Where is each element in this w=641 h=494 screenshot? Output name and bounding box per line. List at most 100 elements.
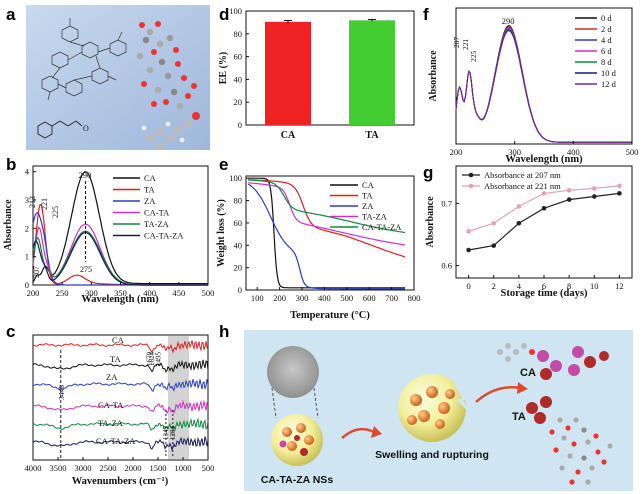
plot-g-xtick-label: 0: [466, 281, 470, 291]
plot-g-xtick-label: 6: [542, 281, 546, 291]
plot-b-legend-label: ZA: [144, 196, 156, 206]
plot-g-ytick-label: 0.7: [441, 198, 452, 208]
plot-e-legend-label: CA-TA-ZA: [362, 222, 402, 232]
plot-d-ytick-label: 100: [229, 6, 242, 16]
plot-e-xlabel: Temperature (°C): [290, 310, 370, 321]
plot-c-xtick-label: 3500: [50, 463, 67, 473]
plot-g-point: [566, 187, 572, 193]
plot-g-xlabel: Storage time (days): [501, 288, 588, 299]
plot-e-xtick-label: 800: [408, 293, 421, 303]
sem-nanosphere-image: [267, 346, 319, 398]
plot-c-series-label: CA: [112, 335, 125, 345]
plot-g-xtick-label: 4: [517, 281, 522, 291]
plot-e-legend-label: CA: [362, 180, 375, 190]
released-tannic-acid-model: [549, 417, 613, 485]
plot-e-xtick-label: 700: [385, 293, 398, 303]
plot-g-point: [516, 204, 522, 209]
arrow-release: [475, 386, 521, 403]
plot-e-xtick-label: 600: [363, 293, 376, 303]
plot-c-spectrum-ta-za: [32, 417, 209, 432]
plot-b-annotation-225: 225: [51, 206, 60, 218]
plot-g-xtick-label: 2: [492, 281, 496, 291]
plot-c-series-label: ZA: [106, 372, 118, 382]
plot-f-legend-label: 0 d: [601, 13, 612, 23]
plot-b-annotation-221: 221: [40, 198, 49, 210]
plot-e-curve-za: [247, 183, 405, 290]
plot-e-curve-ta: [248, 179, 406, 258]
swollen-nanosphere: [398, 374, 466, 442]
panel-label-a: a: [6, 5, 16, 24]
plot-g-point: [516, 220, 522, 226]
plot-b-legend-label: CA: [144, 173, 157, 183]
plot-b-ylabel: Absorbance: [3, 199, 14, 251]
plot-d-ytick-label: 40: [234, 74, 243, 84]
plot-e-xtick-label: 500: [340, 293, 353, 303]
plot-b-xtick-label: 500: [202, 288, 215, 298]
panel-label-h: h: [219, 322, 229, 341]
plot-g-point: [491, 220, 497, 226]
plot-f-legend-label: 2 d: [601, 24, 612, 34]
plot-c-xtick-label: 2000: [125, 463, 142, 473]
plot-c-spectrum-za: [32, 378, 209, 392]
plot-c-annotation-1495: 1495: [154, 352, 162, 367]
panel-h: h CA-TA-ZA NSs Swelling and rupturing: [219, 322, 633, 491]
plot-c-xtick-label: 4000: [25, 463, 42, 473]
plot-d-category-label: TA: [365, 130, 379, 141]
plot-c-spectrum-ta: [32, 359, 209, 374]
panel-b: b 200 250 300 350 400 450 500 0 1 2 3 4 Wavelength…: [3, 155, 214, 305]
swollen-nanosphere-payload: [407, 386, 455, 429]
plot-b-xtick-label: 300: [85, 288, 98, 298]
plot-c-xtick-label: 1500: [150, 463, 167, 473]
plot-f-xlabel: Wavelength (nm): [505, 154, 583, 165]
plot-g-legend-label: Absorbance at 221 nm: [484, 181, 561, 191]
plot-d-category-label: CA: [281, 130, 296, 141]
plot-d-ylabel: EE (%): [218, 52, 229, 85]
plot-b-xtick-label: 250: [56, 288, 69, 298]
panel-label-b: b: [6, 155, 16, 174]
plot-b-xtick-label: 200: [27, 288, 40, 298]
plot-g-point: [541, 191, 547, 196]
released-cinnamaldehyde-model: [497, 343, 535, 362]
plot-e-legend-label: ZA: [362, 201, 374, 211]
plot-e-legend-label: TA-ZA: [362, 212, 388, 222]
panel-d: d 0 20 40 60 80 100 CA TA EE (%): [218, 5, 415, 141]
plot-g-xtick-label: 10: [590, 281, 599, 291]
panel-label-d: d: [219, 5, 229, 24]
plot-e-frame: [245, 175, 415, 291]
plot-b-annotation-275: 275: [80, 265, 92, 274]
plot-g-point: [591, 186, 597, 191]
plot-c-series-label: TA-ZA: [98, 418, 124, 428]
plot-f-xtick-label: 500: [626, 147, 639, 157]
plot-e-xtick-label: 200: [273, 293, 286, 303]
plot-f-annotation-207: 207: [452, 37, 461, 49]
plot-e-legend-label: TA: [362, 191, 374, 201]
plot-b-annotation-290: 290: [79, 170, 92, 180]
plot-c-frame: [32, 334, 209, 461]
plot-e-xtick-label: 300: [296, 293, 309, 303]
panel-label-g: g: [423, 163, 433, 182]
plot-d-bar-ca: [265, 21, 311, 125]
plot-b-legend-label: TA: [144, 185, 156, 195]
plot-e-xtick-label: 100: [251, 293, 264, 303]
plot-g-legend-label: Absorbance at 207 nm: [484, 170, 561, 180]
plot-e-ytick-label: 20: [234, 263, 243, 273]
plot-g-point: [566, 197, 572, 202]
aldehyde-oxygen-label: O: [83, 124, 89, 133]
plot-g-xtick-label: 8: [567, 281, 571, 291]
plot-f-xtick-label: 400: [567, 147, 580, 157]
plot-f-legend-label: 10 d: [601, 68, 617, 78]
plot-e-ylabel: Weight loss (%): [216, 199, 227, 267]
ca-label: CA: [520, 367, 536, 379]
plot-f-annotation-290: 290: [502, 16, 515, 26]
plot-e-ytick-label: 40: [234, 240, 243, 250]
plot-g-point: [466, 247, 471, 253]
panel-label-c: c: [6, 322, 15, 341]
plot-c-spectrum-ca: [33, 340, 209, 354]
plot-g-point: [617, 183, 622, 189]
plot-f-curve-day-12: [455, 30, 632, 143]
plot-c-series-label: TA: [110, 354, 122, 364]
plot-c-annotation-1342: 1342: [162, 426, 170, 441]
cinnamaldehyde-structure: [37, 120, 83, 139]
plot-b-legend-label: TA-ZA: [144, 219, 170, 229]
plot-c-xlabel: Wavenumbers (cm⁻¹): [72, 476, 169, 487]
